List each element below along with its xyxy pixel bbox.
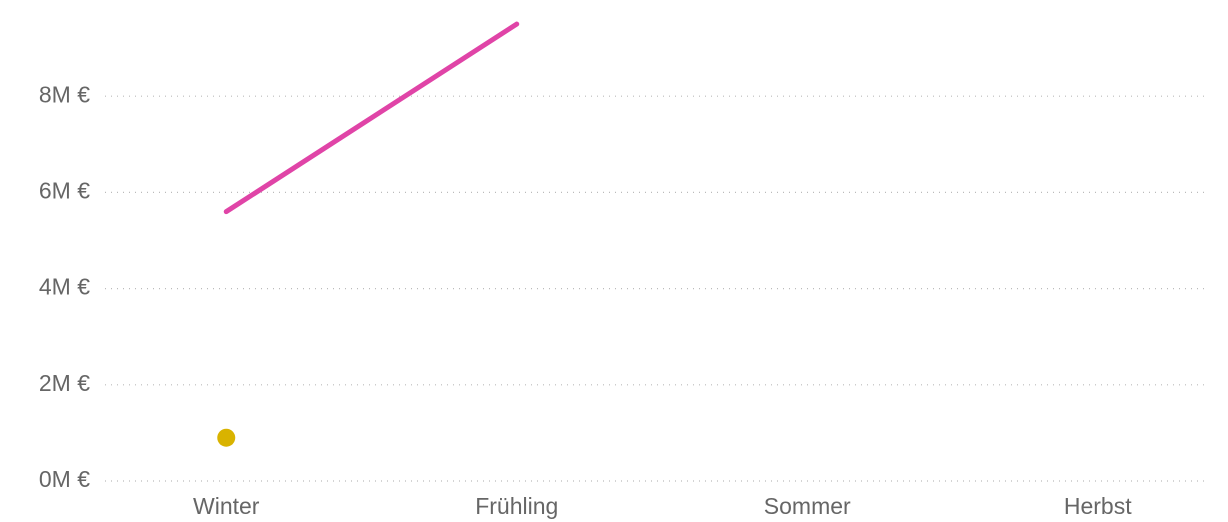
x-tick-label: Frühling xyxy=(475,493,558,519)
y-tick-label: 6M € xyxy=(39,177,90,203)
y-tick-label: 4M € xyxy=(39,274,90,300)
x-tick-label: Winter xyxy=(193,493,260,519)
data-line xyxy=(223,21,520,215)
data-point xyxy=(217,428,236,447)
y-tick-label: 0M € xyxy=(39,466,90,492)
y-tick-label: 2M € xyxy=(39,370,90,396)
x-tick-label: Herbst xyxy=(1064,493,1132,519)
y-tick-label: 8M € xyxy=(39,81,90,107)
x-tick-label: Sommer xyxy=(764,493,851,519)
